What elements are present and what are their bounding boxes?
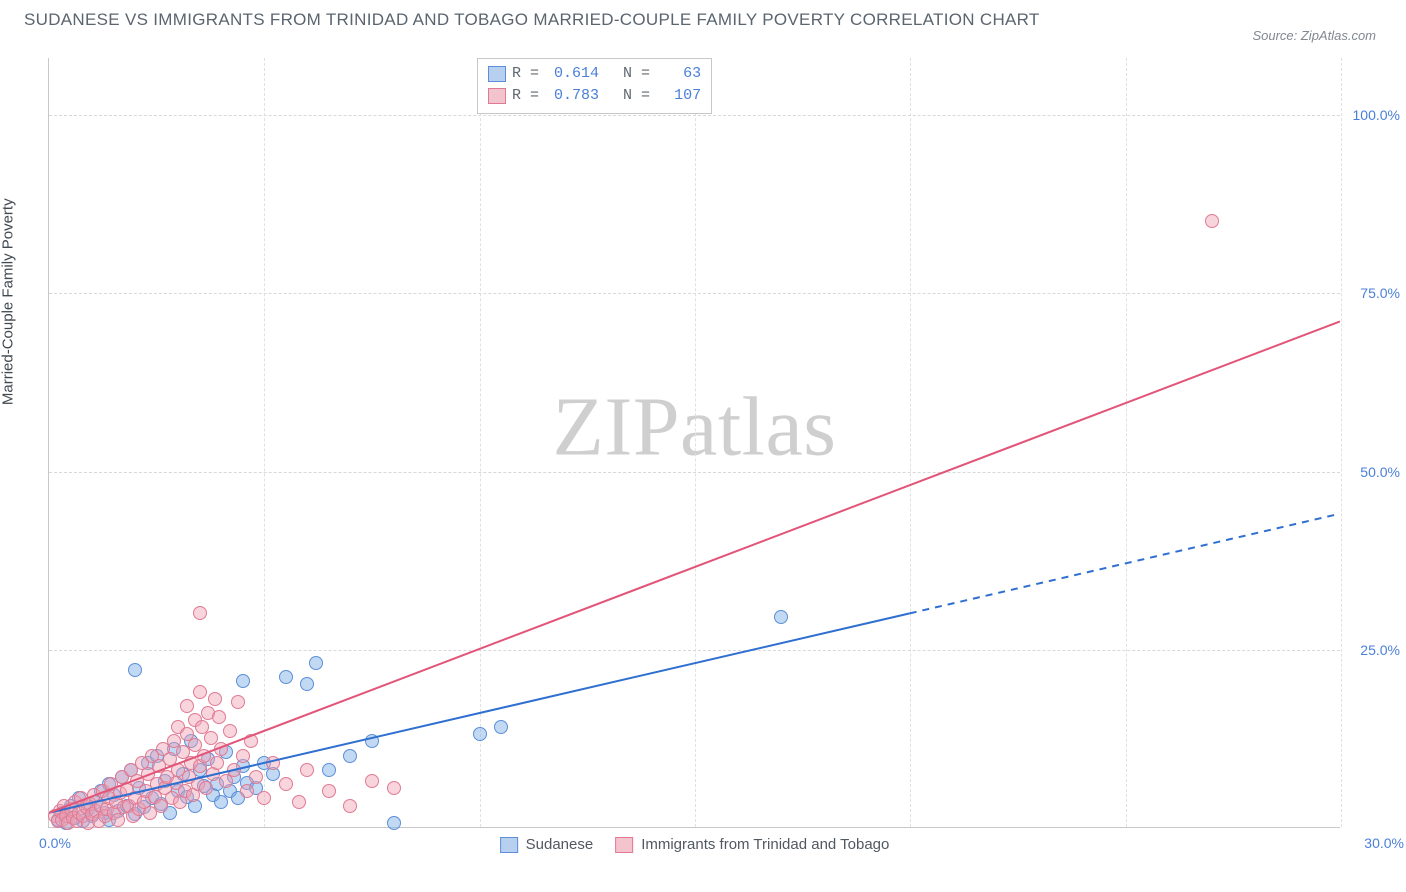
data-point (343, 749, 357, 763)
legend-label-1: Sudanese (526, 836, 594, 853)
data-point (236, 674, 250, 688)
data-point (180, 699, 194, 713)
stat-r-value-2: 0.783 (554, 85, 599, 107)
data-point (387, 781, 401, 795)
data-point (300, 763, 314, 777)
stats-row-2: R = 0.783 N = 107 (488, 85, 701, 107)
data-point (223, 724, 237, 738)
y-tick-label: 25.0% (1345, 642, 1400, 658)
stat-n-value-2: 107 (665, 85, 701, 107)
data-point (214, 742, 228, 756)
data-point (199, 781, 213, 795)
data-point (322, 763, 336, 777)
gridline-v (1126, 58, 1127, 827)
data-point (279, 670, 293, 684)
data-point (208, 692, 222, 706)
source-attribution: Source: ZipAtlas.com (1252, 28, 1376, 43)
data-point (240, 784, 254, 798)
data-point (236, 749, 250, 763)
stats-legend: R = 0.614 N = 63 R = 0.783 N = 107 (477, 58, 712, 114)
data-point (193, 606, 207, 620)
chart-title: SUDANESE VS IMMIGRANTS FROM TRINIDAD AND… (20, 10, 1386, 30)
data-point (300, 677, 314, 691)
gridline-v (910, 58, 911, 827)
data-point (343, 799, 357, 813)
swatch-blue-icon (488, 66, 506, 82)
data-point (249, 770, 263, 784)
series-legend: Sudanese Immigrants from Trinidad and To… (500, 836, 890, 853)
data-point (227, 763, 241, 777)
y-tick-label: 75.0% (1345, 285, 1400, 301)
y-axis-label: Married-Couple Family Poverty (0, 198, 17, 405)
data-point (292, 795, 306, 809)
y-tick-label: 100.0% (1345, 107, 1400, 123)
y-tick-label: 50.0% (1345, 464, 1400, 480)
stat-r-label: R = (512, 63, 548, 85)
data-point (494, 720, 508, 734)
data-point (1205, 214, 1219, 228)
gridline-v (1341, 58, 1342, 827)
data-point (279, 777, 293, 791)
data-point (387, 816, 401, 830)
stat-n-label: N = (605, 85, 659, 107)
data-point (212, 710, 226, 724)
legend-item-1: Sudanese (500, 836, 594, 853)
data-point (128, 663, 142, 677)
data-point (365, 774, 379, 788)
data-point (197, 749, 211, 763)
data-point (774, 610, 788, 624)
data-point (365, 734, 379, 748)
legend-item-2: Immigrants from Trinidad and Tobago (615, 836, 889, 853)
swatch-pink-icon (488, 88, 506, 104)
swatch-blue-icon (500, 837, 518, 853)
stat-r-label: R = (512, 85, 548, 107)
stat-r-value-1: 0.614 (554, 63, 599, 85)
swatch-pink-icon (615, 837, 633, 853)
stat-n-label: N = (605, 63, 659, 85)
gridline-v (695, 58, 696, 827)
data-point (473, 727, 487, 741)
data-point (322, 784, 336, 798)
data-point (210, 756, 224, 770)
gridline-v (264, 58, 265, 827)
chart-container: SUDANESE VS IMMIGRANTS FROM TRINIDAD AND… (0, 0, 1406, 892)
stats-row-1: R = 0.614 N = 63 (488, 63, 701, 85)
data-point (309, 656, 323, 670)
plot-area: ZIPatlas 25.0%50.0%75.0%100.0% R = 0.614… (48, 58, 1340, 828)
data-point (266, 756, 280, 770)
stat-n-value-1: 63 (665, 63, 701, 85)
x-tick-max: 30.0% (1364, 835, 1404, 851)
gridline-v (480, 58, 481, 827)
data-point (257, 791, 271, 805)
legend-label-2: Immigrants from Trinidad and Tobago (641, 836, 889, 853)
x-tick-origin: 0.0% (39, 835, 71, 851)
data-point (111, 813, 125, 827)
data-point (193, 685, 207, 699)
data-point (244, 734, 258, 748)
data-point (231, 695, 245, 709)
